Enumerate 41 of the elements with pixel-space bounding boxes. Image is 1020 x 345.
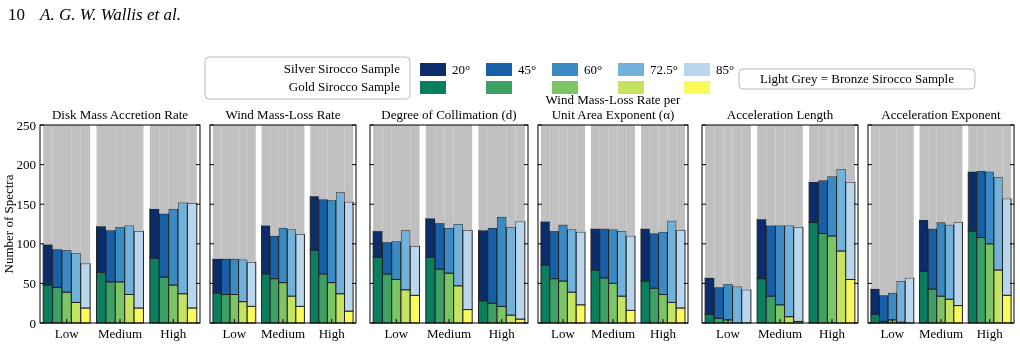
- x-tick-label: High: [160, 326, 187, 341]
- x-tick-label: Medium: [260, 326, 306, 341]
- x-tick-label: Low: [716, 326, 741, 341]
- text: A. G. W. Wallis et al.: [39, 5, 181, 24]
- y-tick-label: 0: [29, 315, 36, 331]
- x-tick-label: High: [650, 326, 677, 341]
- text: 10: [8, 5, 25, 24]
- y-tick-label: 200: [16, 157, 36, 173]
- y-tick-label: 150: [16, 196, 36, 212]
- x-tick-label: Low: [384, 326, 409, 341]
- x-tick-label: High: [488, 326, 516, 341]
- x-tick-label: Medium: [426, 326, 472, 341]
- text: 60°: [584, 62, 603, 77]
- y-tick-label: 50: [23, 275, 36, 291]
- x-tick-label: Low: [880, 326, 905, 341]
- legend-label: Silver Sirocco Sample: [283, 61, 401, 76]
- x-tick-label: Low: [551, 326, 576, 341]
- x-tick-label: Low: [222, 326, 247, 341]
- chart-title: Acceleration Exponent: [881, 107, 1002, 122]
- x-tick-label: Medium: [97, 326, 143, 341]
- text: Light Grey = Bronze Sirocco Sample: [760, 71, 955, 86]
- chart-title: Disk Mass Accretion Rate: [51, 107, 189, 122]
- chart-title: Wind Mass-Loss Rate per Unit Area Exponent (α): [545, 92, 682, 122]
- text: 72.5°: [650, 62, 678, 77]
- y-tick-label: 100: [16, 236, 36, 252]
- chart-title: Acceleration Length: [726, 107, 834, 122]
- text: 45°: [518, 62, 537, 77]
- x-tick-label: Medium: [918, 326, 964, 341]
- x-tick-label: High: [819, 326, 846, 341]
- chart-title: Wind Mass-Loss Rate: [225, 107, 341, 122]
- text: 20°: [452, 62, 471, 77]
- legend-label: Gold Sirocco Sample: [288, 79, 401, 94]
- x-tick-label: High: [976, 326, 1004, 341]
- text: 85°: [716, 62, 735, 77]
- x-tick-label: High: [318, 326, 346, 341]
- chart-title: Degree of Collimation (d): [381, 107, 517, 122]
- x-tick-label: Medium: [757, 326, 803, 341]
- x-tick-label: Low: [54, 326, 80, 341]
- y-axis-title: Number of Spectra: [1, 174, 16, 274]
- x-tick-label: Medium: [590, 326, 636, 341]
- y-tick-label: 250: [16, 117, 36, 133]
